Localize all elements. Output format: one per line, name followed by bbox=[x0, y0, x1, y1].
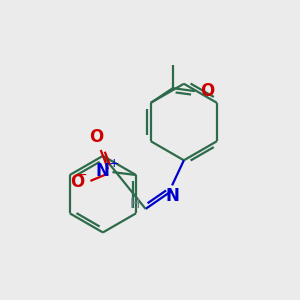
Text: −: − bbox=[75, 167, 87, 182]
Text: O: O bbox=[70, 173, 85, 191]
Text: N: N bbox=[165, 187, 179, 205]
Text: +: + bbox=[109, 157, 119, 170]
Text: N: N bbox=[96, 162, 110, 180]
Text: O: O bbox=[200, 82, 214, 100]
Text: H: H bbox=[130, 197, 140, 212]
Text: O: O bbox=[89, 128, 103, 146]
